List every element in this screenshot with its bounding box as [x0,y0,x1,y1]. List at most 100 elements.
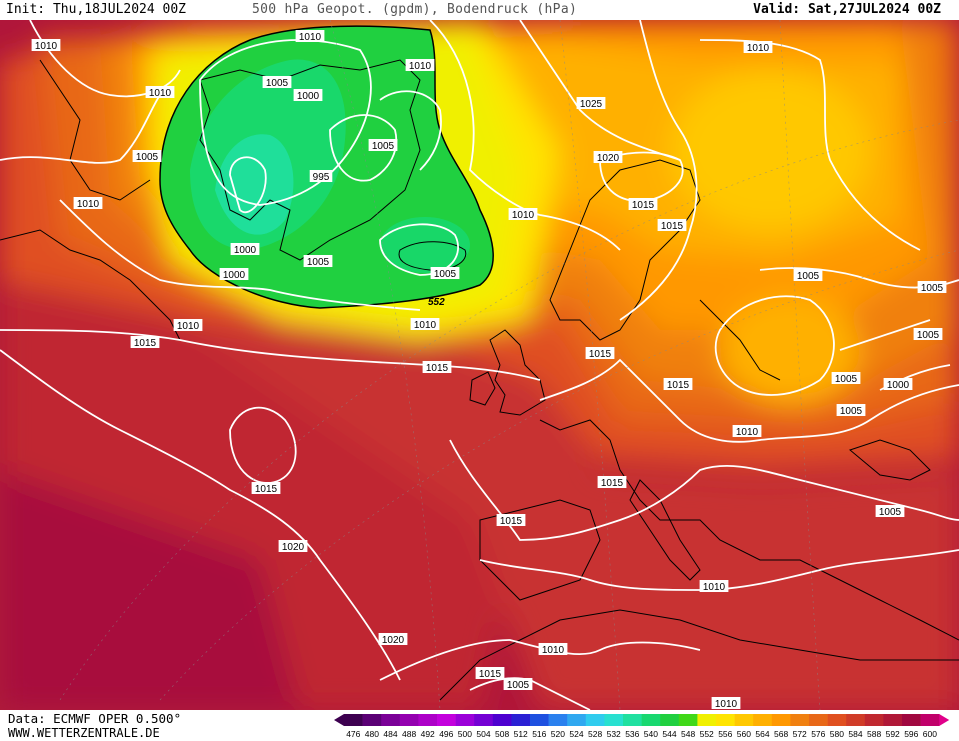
legend-swatch [362,714,382,726]
legend-tick-label: 484 [383,729,397,739]
legend-swatch [548,714,568,726]
legend-swatch [455,714,475,726]
isobar-label-bg [309,170,333,182]
legend-tick-label: 556 [718,729,732,739]
legend-tick-label: 552 [700,729,714,739]
legend-swatch [864,714,884,726]
legend-swatch [678,714,698,726]
legend-swatch [809,714,828,726]
isobar-label-bg [293,89,323,101]
legend-swatch [716,714,735,726]
init-time: Init: Thu,18JUL2024 00Z [6,2,187,17]
legend-swatch [883,714,903,726]
isobar-label-bg [132,150,162,162]
isobar-label: 1020 [382,635,405,646]
isobar-label: 1015 [667,380,690,391]
legend-tick-label: 476 [346,729,360,739]
isobar-label: 1020 [597,153,620,164]
isobar-label-bg [410,318,440,330]
isobar-label-bg [663,378,693,390]
data-source: Data: ECMWF OPER 0.500° [8,711,182,726]
isobar-label: 1005 [835,374,858,385]
isobar-label-bg [711,697,741,709]
isobar-label: 1025 [580,99,603,110]
legend-tick-label: 496 [439,729,453,739]
isobar-label-bg [475,667,505,679]
legend-swatch [697,714,717,726]
legend-swatch [771,714,791,726]
isobar-label-bg [173,319,203,331]
legend-swatch [902,714,921,726]
isobar-label: 1010 [77,199,100,210]
legend-swatch [474,714,494,726]
valid-time: Valid: Sat,27JUL2024 00Z [753,2,941,17]
legend-tick-label: 596 [904,729,918,739]
website-link[interactable]: WWW.WETTERZENTRALE.DE [8,726,160,740]
isobar-labels: 1010 1010 1010 1005 1010 1005 1000 995 1000 1005 1… [31,30,947,710]
isobar-label-bg [831,372,861,384]
legend-tick-label: 500 [458,729,472,739]
legend-swatch [530,714,549,726]
map-title: 500 hPa Geopot. (gpdm), Bodendruck (hPa) [252,2,578,17]
isobar-label-bg [883,378,913,390]
isobar-label: 1015 [134,338,157,349]
legend-swatch [660,714,680,726]
isobar-label: 1010 [542,645,565,656]
legend-tick-label: 576 [811,729,825,739]
legend-tick-label: 540 [644,729,658,739]
isobar-label-bg [913,328,943,340]
isobar-label-bg [538,643,568,655]
isobar-label-bg [73,197,103,209]
legend-tick-label: 564 [755,729,769,739]
legend-tick-label: 508 [495,729,509,739]
legend-tick-label: 588 [867,729,881,739]
isobar-label-bg [378,633,408,645]
isobar-label: 1000 [223,270,246,281]
isobar-label: 1015 [661,221,684,232]
isobar-label-bg [130,336,160,348]
legend-tick-label: 504 [476,729,490,739]
isobar-label-bg [503,678,533,690]
isobar-label-bg [628,198,658,210]
isobar-label-bg [368,139,398,151]
isobar-label: 1010 [736,427,759,438]
isobar-label-bg [496,514,526,526]
isobar-label: 1020 [282,542,305,553]
isobar-label-bg [430,267,460,279]
isobar-label-bg [278,540,308,552]
isobar-label-bg [230,243,260,255]
legend-arrow-left [334,714,344,726]
isobar-label-bg [597,476,627,488]
isobar-label-bg [295,30,325,42]
legend-swatch [418,714,438,726]
isobar-label-bg [219,268,249,280]
weather-map: 1010 1010 1010 1005 1010 1005 1000 995 1000 1005 1… [0,20,959,710]
isobar-label-bg [743,41,773,53]
isobar-label: 1000 [887,380,910,391]
isobar-label-bg [405,59,435,71]
legend-tick-label: 560 [737,729,751,739]
legend-tick-label: 568 [774,729,788,739]
isobar-label-bg [699,580,729,592]
legend-swatch [920,714,940,726]
isobar-label-bg [262,76,292,88]
legend-swatch [492,714,512,726]
isobar-label-bg [303,255,333,267]
legend-swatch [344,714,363,726]
legend-swatch [827,714,847,726]
legend-tick-label: 544 [662,729,676,739]
isobar-label-bg [917,281,947,293]
isobar-label: 1005 [917,330,940,341]
isobar-label: 1015 [426,363,449,374]
isobar-label: 1005 [307,257,330,268]
isobar-label: 1000 [297,91,320,102]
isobar-label: 1005 [921,283,944,294]
legend-tick-label: 480 [365,729,379,739]
isobar-label: 1005 [879,507,902,518]
isobar-label: 1005 [434,269,457,280]
isobar-label: 1005 [840,406,863,417]
legend-swatch [437,714,456,726]
isobar-label-bg [793,269,823,281]
isobar-label-bg [657,219,687,231]
legend-swatch [604,714,624,726]
